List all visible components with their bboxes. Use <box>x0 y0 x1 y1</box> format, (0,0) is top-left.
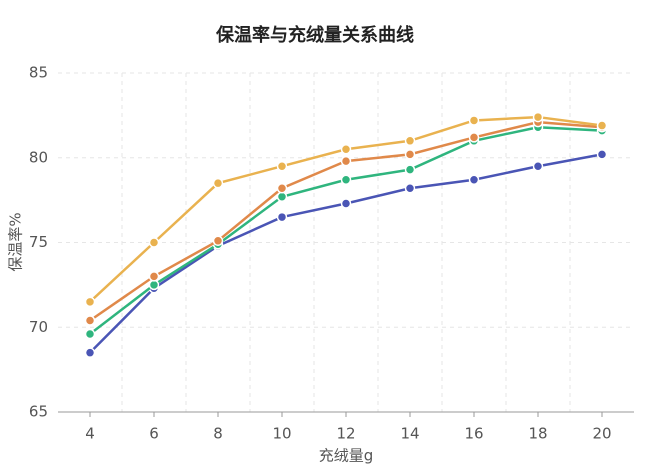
data-point <box>84 347 96 358</box>
data-point <box>276 191 288 202</box>
y-tick-label: 65 <box>29 403 48 421</box>
data-point <box>532 160 544 172</box>
data-point <box>404 135 416 147</box>
y-tick-label: 80 <box>29 148 48 166</box>
data-point <box>340 198 352 209</box>
y-tick-label: 70 <box>29 318 48 336</box>
x-axis-label: 充绒量g <box>319 447 374 465</box>
data-point <box>148 279 160 291</box>
y-axis-label: 保温率% <box>7 212 25 271</box>
data-point <box>596 120 608 131</box>
data-point <box>276 183 288 194</box>
x-tick-label: 12 <box>336 425 355 443</box>
data-point <box>212 177 224 189</box>
data-point <box>532 111 544 123</box>
y-tick-label: 75 <box>29 233 48 251</box>
data-point <box>596 149 608 160</box>
data-point <box>212 235 224 247</box>
y-tick-label: 85 <box>29 64 48 82</box>
data-point <box>340 144 352 155</box>
x-tick-label: 16 <box>464 425 483 443</box>
data-point <box>468 115 480 126</box>
data-point <box>404 164 416 175</box>
data-point <box>276 211 288 223</box>
x-tick-label: 8 <box>213 425 223 443</box>
x-tick-label: 4 <box>85 425 95 443</box>
chart-title: 保温率与充绒量关系曲线 <box>215 24 414 46</box>
data-point <box>148 271 160 282</box>
x-tick-label: 18 <box>528 425 547 443</box>
x-tick-label: 6 <box>149 425 159 443</box>
data-point <box>468 132 480 143</box>
data-point <box>340 174 352 186</box>
data-point <box>404 183 416 194</box>
x-tick-label: 10 <box>272 425 291 443</box>
data-point <box>84 328 96 340</box>
data-point <box>148 237 160 248</box>
data-point <box>276 160 288 172</box>
data-point <box>340 155 352 167</box>
data-point <box>468 174 480 186</box>
x-tick-label: 20 <box>592 425 611 443</box>
data-point <box>84 315 96 326</box>
data-point <box>84 296 96 308</box>
data-point <box>404 149 416 160</box>
x-tick-label: 14 <box>400 425 419 443</box>
